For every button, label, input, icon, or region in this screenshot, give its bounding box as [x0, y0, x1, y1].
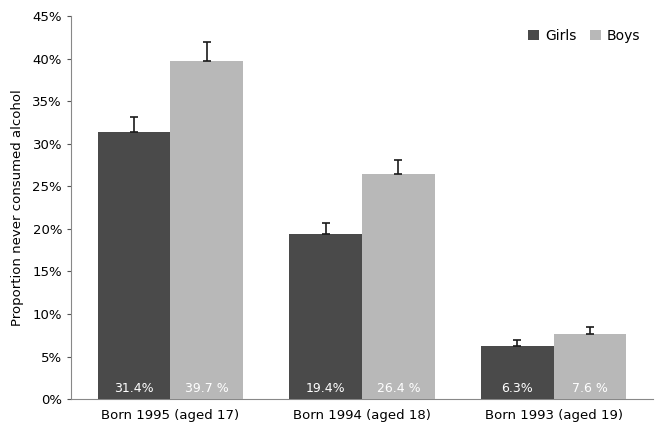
Text: 7.6 %: 7.6 %	[572, 382, 608, 395]
Y-axis label: Proportion never consumed alcohol: Proportion never consumed alcohol	[11, 89, 24, 326]
Bar	[171, 61, 243, 399]
Text: 19.4%: 19.4%	[305, 382, 345, 395]
Bar	[554, 334, 626, 399]
Bar	[362, 174, 435, 399]
Bar	[481, 346, 554, 399]
Text: 39.7 %: 39.7 %	[185, 382, 228, 395]
Text: 26.4 %: 26.4 %	[376, 382, 420, 395]
Legend: Girls, Boys: Girls, Boys	[523, 23, 646, 48]
Text: 31.4%: 31.4%	[114, 382, 154, 395]
Bar	[98, 132, 171, 399]
Bar	[290, 234, 362, 399]
Text: 6.3%: 6.3%	[501, 382, 533, 395]
